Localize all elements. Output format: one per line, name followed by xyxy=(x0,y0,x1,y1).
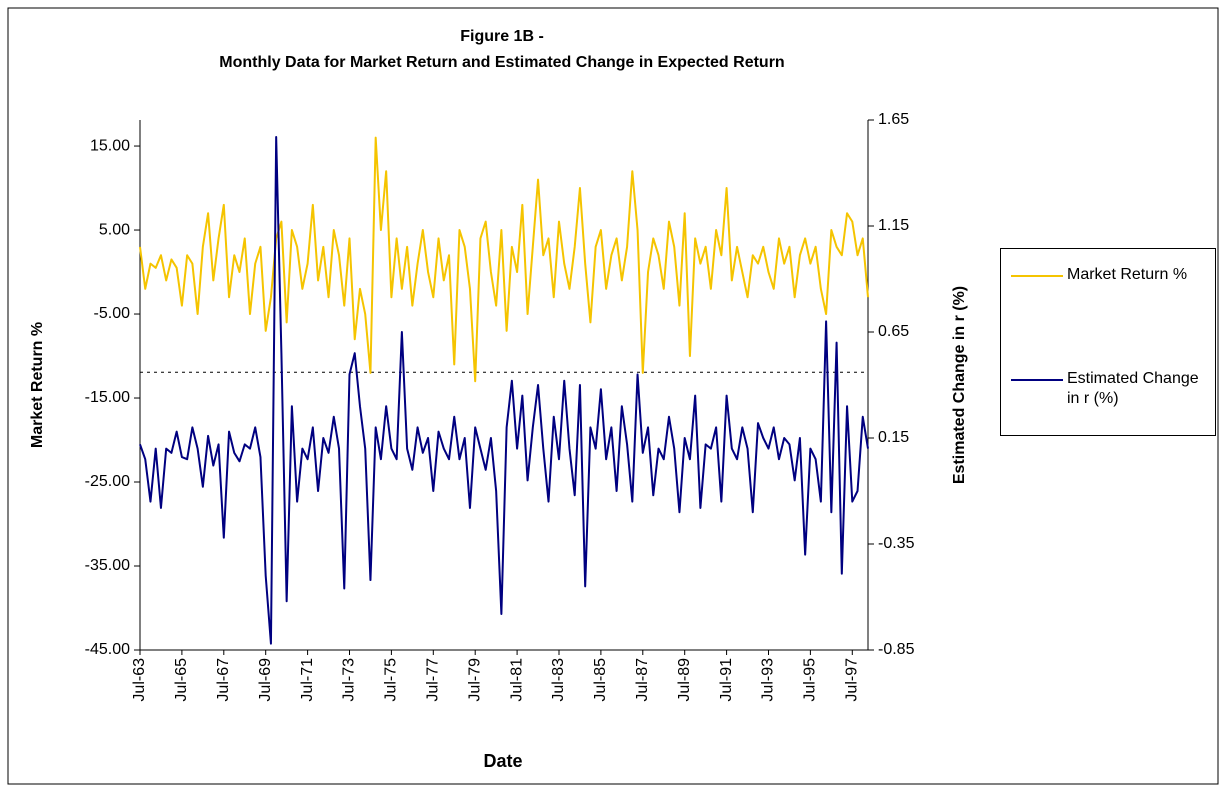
x-tick-label: Jul-95 xyxy=(802,658,819,702)
x-tick-label: Jul-69 xyxy=(257,658,274,702)
y2-tick-label: 0.65 xyxy=(878,323,909,340)
series-line xyxy=(139,136,869,383)
x-tick-label: Jul-89 xyxy=(676,658,693,702)
chart-subtitle: Monthly Data for Market Return and Estim… xyxy=(219,54,784,71)
y2-tick-label: 0.15 xyxy=(878,429,909,446)
legend-item: Estimated Change in r (%) xyxy=(1011,369,1207,409)
x-tick-label: Jul-81 xyxy=(508,658,525,702)
x-tick-label: Jul-75 xyxy=(383,658,400,702)
y2-tick-label: -0.85 xyxy=(878,641,915,658)
y-tick-label: 15.00 xyxy=(90,137,130,154)
x-tick-label: Jul-65 xyxy=(173,658,190,702)
x-tick-label: Jul-85 xyxy=(592,658,609,702)
x-tick-label: Jul-67 xyxy=(215,658,232,702)
x-tick-label: Jul-77 xyxy=(425,658,442,702)
chart-title: Figure 1B - xyxy=(460,28,544,45)
x-tick-label: Jul-63 xyxy=(131,658,148,702)
y-axis-title: Market Return % xyxy=(29,322,46,448)
legend-label: Estimated Change in r (%) xyxy=(1067,370,1199,407)
x-tick-label: Jul-83 xyxy=(550,658,567,702)
y-tick-label: 5.00 xyxy=(99,221,130,238)
x-tick-label: Jul-79 xyxy=(466,658,483,702)
y-tick-label: -5.00 xyxy=(94,305,131,322)
x-axis-title: Date xyxy=(483,751,522,771)
legend-item: Market Return % xyxy=(1011,265,1207,285)
y-tick-label: -15.00 xyxy=(85,389,130,406)
x-tick-label: Jul-73 xyxy=(341,658,358,702)
y-tick-label: -25.00 xyxy=(85,473,130,490)
y2-tick-label: -0.35 xyxy=(878,535,915,552)
legend-swatch xyxy=(1011,275,1063,277)
x-tick-label: Jul-97 xyxy=(844,658,861,702)
y2-tick-label: 1.65 xyxy=(878,111,909,128)
x-tick-label: Jul-87 xyxy=(634,658,651,702)
series-line xyxy=(139,135,869,645)
legend: Market Return % Estimated Change in r (%… xyxy=(1000,248,1216,436)
y-tick-label: -45.00 xyxy=(85,641,130,658)
y-tick-label: -35.00 xyxy=(85,557,130,574)
legend-label: Market Return % xyxy=(1067,266,1188,283)
y2-axis-title: Estimated Change in r (%) xyxy=(951,286,968,484)
x-tick-label: Jul-71 xyxy=(299,658,316,702)
x-tick-label: Jul-93 xyxy=(760,658,777,702)
legend-swatch xyxy=(1011,379,1063,381)
y2-tick-label: 1.15 xyxy=(878,217,909,234)
x-tick-label: Jul-91 xyxy=(718,658,735,702)
